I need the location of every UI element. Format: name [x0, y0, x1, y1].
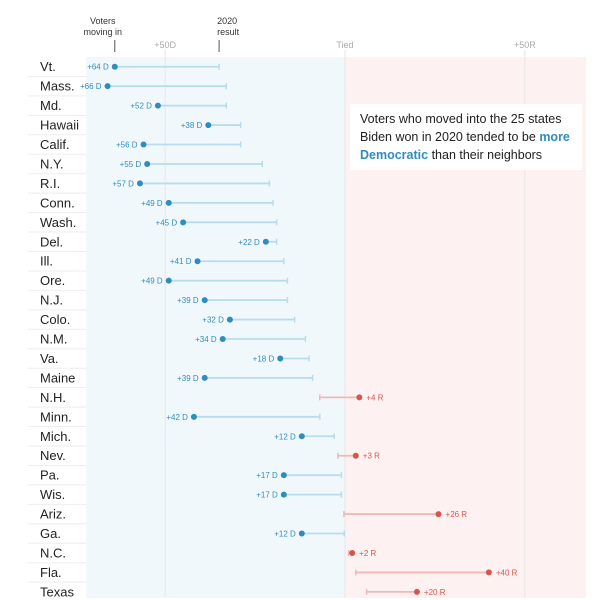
data-label: +55 D [120, 160, 142, 169]
state-label: Del. [40, 234, 63, 249]
data-label: +39 D [177, 296, 199, 305]
dem-background [86, 57, 345, 598]
state-label: Ill. [40, 254, 53, 269]
movers-dot [165, 199, 172, 206]
movers-dot [352, 452, 359, 459]
annotation-highlight: more Democratic [360, 130, 570, 162]
movers-dot [154, 102, 161, 109]
movers-dot [280, 472, 287, 479]
movers-dot [262, 238, 269, 245]
data-label: +22 D [238, 238, 260, 247]
state-label: N.C. [40, 545, 66, 560]
state-label: Texas [40, 584, 74, 599]
data-label: +40 R [496, 568, 518, 577]
state-label: N.J. [40, 293, 63, 308]
movers-dot [356, 394, 363, 401]
state-label: Maine [40, 370, 75, 385]
state-label: Vt. [40, 59, 56, 74]
data-label: +3 R [363, 452, 380, 461]
movers-dot [201, 297, 208, 304]
state-label: Colo. [40, 312, 70, 327]
data-label: +52 D [130, 102, 152, 111]
state-label: N.Y. [40, 156, 64, 171]
data-label: +32 D [202, 316, 224, 325]
movers-dot [136, 180, 143, 187]
movers-dot [298, 530, 305, 537]
state-label: Mich. [40, 429, 71, 444]
movers-dot [219, 336, 226, 343]
movers-dot [280, 491, 287, 498]
movers-dot [298, 433, 305, 440]
data-label: +56 D [116, 141, 138, 150]
movers-dot [201, 374, 208, 381]
state-label: Md. [40, 98, 62, 113]
state-label: N.M. [40, 332, 67, 347]
state-label: Pa. [40, 468, 60, 483]
data-label: +4 R [366, 393, 383, 402]
data-label: +42 D [166, 413, 188, 422]
header-voters-moving-in: moving in [84, 27, 123, 37]
state-label: Mass. [40, 79, 75, 94]
state-label: Hawaii [40, 118, 79, 133]
data-label: +26 R [446, 510, 468, 519]
movers-dot [180, 219, 187, 226]
movers-dot [104, 83, 111, 90]
x-tick-label: +50R [514, 40, 536, 50]
annotation-text-after: than their neighbors [428, 148, 543, 162]
annotation-text-before: Voters who moved into the 25 states Bide… [360, 112, 562, 144]
movers-dot [194, 258, 201, 265]
movers-dot [111, 63, 118, 70]
state-label: Ga. [40, 526, 61, 541]
data-label: +45 D [156, 218, 178, 227]
state-label: R.I. [40, 176, 60, 191]
movers-dot [144, 160, 151, 167]
data-label: +12 D [274, 432, 296, 441]
state-label: Nev. [40, 448, 66, 463]
data-label: +64 D [87, 63, 109, 72]
data-label: +49 D [141, 277, 163, 286]
data-label: +2 R [359, 549, 376, 558]
data-label: +38 D [181, 121, 203, 130]
state-label: Ore. [40, 273, 65, 288]
movers-dot [349, 549, 356, 556]
data-label: +34 D [195, 335, 217, 344]
state-label: Wis. [40, 487, 65, 502]
movers-dot [277, 355, 284, 362]
data-label: +17 D [256, 491, 278, 500]
data-label: +18 D [253, 354, 275, 363]
state-label: Conn. [40, 195, 75, 210]
movers-dot [413, 588, 420, 595]
movers-dot [435, 511, 442, 518]
state-label: Va. [40, 351, 59, 366]
data-label: +49 D [141, 199, 163, 208]
data-label: +17 D [256, 471, 278, 480]
header-2020-result: 2020 [217, 16, 237, 26]
movers-dot [190, 413, 197, 420]
data-label: +39 D [177, 374, 199, 383]
data-label: +66 D [80, 82, 102, 91]
header-2020-result: result [217, 27, 240, 37]
header-voters-moving-in: Voters [90, 16, 116, 26]
movers-dot [205, 122, 212, 129]
state-label: Calif. [40, 137, 70, 152]
state-label: Minn. [40, 409, 72, 424]
movers-dot [140, 141, 147, 148]
chart-annotation: Voters who moved into the 25 states Bide… [350, 104, 582, 170]
data-label: +20 R [424, 588, 446, 597]
data-label: +12 D [274, 530, 296, 539]
state-label: N.H. [40, 390, 66, 405]
state-label: Wash. [40, 215, 76, 230]
x-tick-label: Tied [336, 40, 353, 50]
movers-dot [226, 316, 233, 323]
movers-dot [485, 569, 492, 576]
state-label: Fla. [40, 565, 62, 580]
movers-dot [165, 277, 172, 284]
x-tick-label: +50D [154, 40, 176, 50]
state-label: Ariz. [40, 507, 66, 522]
data-label: +57 D [112, 179, 134, 188]
data-label: +41 D [170, 257, 192, 266]
